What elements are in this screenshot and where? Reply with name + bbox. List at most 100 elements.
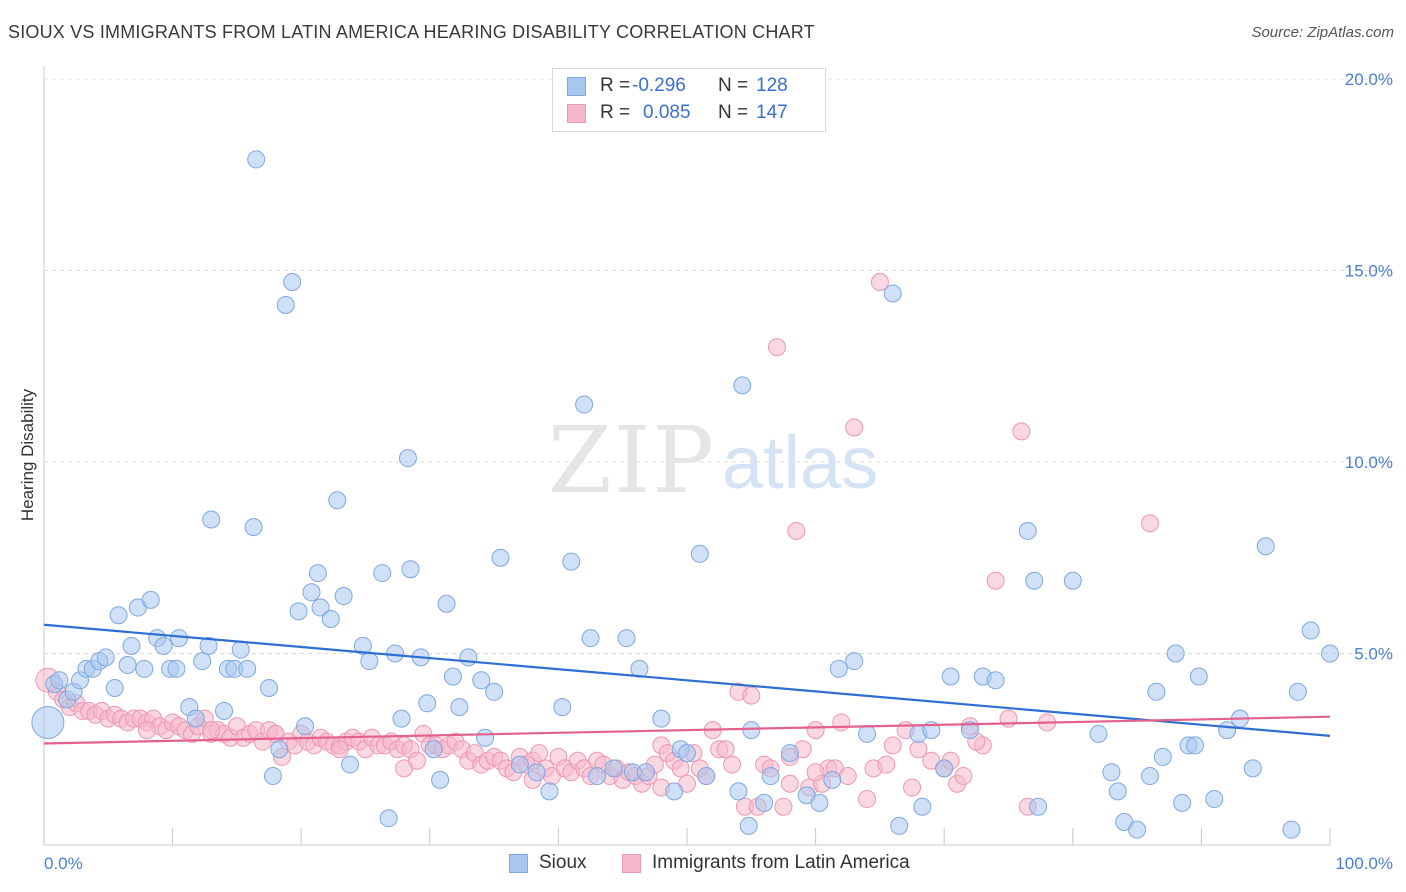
sioux-point [170,629,189,648]
sioux-point [289,602,308,621]
y-tick-label: 15.0% [1345,262,1393,281]
latin-point [903,778,922,797]
sioux-point [308,564,327,583]
sioux-point [1018,521,1037,540]
sioux-point [665,782,684,801]
sioux-point [424,740,443,759]
sioux-point [575,395,594,414]
sioux-point [697,767,716,786]
latin-point [845,418,864,437]
sioux-point [986,671,1005,690]
legend-r-label: R = [600,75,631,96]
sioux-point [202,510,221,529]
sioux-point [96,648,115,667]
sioux-point [562,552,581,571]
sioux-point [733,376,752,395]
legend-row-latin: R = 0.085 N = 147 [567,102,788,124]
sioux-point [418,694,437,713]
latin-point [1140,514,1159,533]
sioux-point [960,721,979,740]
sioux-point [1185,736,1204,755]
latin-point [671,759,690,778]
sioux-point [167,659,186,678]
latin-point [883,736,902,755]
sioux-point [231,640,250,659]
chart-title: SIOUX VS IMMIGRANTS FROM LATIN AMERICA H… [8,22,815,42]
latin-point [1012,422,1031,441]
legend-r-label: R = [600,102,631,123]
sioux-point [1321,644,1339,663]
legend-row-sioux: R = -0.296 N = 128 [567,75,788,97]
sioux-point [353,636,372,655]
sioux-point [604,759,623,778]
sioux-point [360,652,379,671]
sioux-point [858,724,877,743]
x-tick-label: 100.0% [1335,854,1393,873]
sioux-point [1140,767,1159,786]
sioux-point [1063,571,1082,590]
sioux-point [263,767,282,786]
sioux-point [472,671,491,690]
trend-lines [43,623,1331,745]
latin-point [832,713,851,732]
sioux-point [296,717,315,736]
latin-point [137,721,156,740]
sioux-point [739,816,758,835]
sioux-point [379,809,398,828]
sioux-point [321,610,340,629]
latin-point [780,774,799,793]
sioux-point [302,583,321,602]
sioux-point [105,678,124,697]
sioux-point [443,667,462,686]
series-label-sioux: Sioux [539,852,587,873]
y-tick-label: 5.0% [1354,645,1393,664]
legend-n-label: N = [718,102,749,123]
sioux-point [476,728,495,747]
sioux-point [1025,571,1044,590]
sioux-point [729,782,748,801]
sioux-point [636,763,655,782]
sioux-point [135,659,154,678]
sioux-point [341,755,360,774]
latin-point [723,755,742,774]
sioux-point [193,652,212,671]
sioux-point [401,560,420,579]
sioux-point [829,659,848,678]
legend-n-value: 128 [756,75,788,96]
latin-point [742,686,761,705]
sioux-point [485,682,504,701]
sioux-point [581,629,600,648]
sioux-point [540,782,559,801]
sioux-point [755,793,774,812]
sioux-point [437,594,456,613]
sioux-point [450,698,469,717]
series-legend-item-sioux: Sioux [509,852,587,874]
sioux-point [941,667,960,686]
series-legend: Sioux Immigrants from Latin America [0,852,1406,876]
sioux-points [31,150,1339,839]
sioux-point [31,705,65,739]
sioux-point [678,744,696,763]
sioux-point [1189,667,1208,686]
sioux-point [154,636,173,655]
x-tick-label: 0.0% [44,854,83,873]
sioux-point [510,755,529,774]
sioux-point [1173,793,1192,812]
sioux-point [431,770,450,789]
series-swatch-sioux [509,853,528,873]
latin-point [858,790,877,809]
legend-n-value: 147 [756,102,788,123]
sioux-point [1256,537,1275,556]
latin-trend-line [43,715,1331,745]
sioux-point [328,491,347,510]
series-legend-item-latin: Immigrants from Latin America [622,852,910,874]
sioux-point [587,767,606,786]
latin-point [954,767,973,786]
sioux-point [617,629,636,648]
sioux-point [1102,763,1121,782]
source-label: Source: ZipAtlas.com [1251,24,1394,41]
latin-point [768,338,787,357]
sioux-point [398,449,417,468]
latin-point [330,740,349,759]
sioux-point [141,590,160,609]
